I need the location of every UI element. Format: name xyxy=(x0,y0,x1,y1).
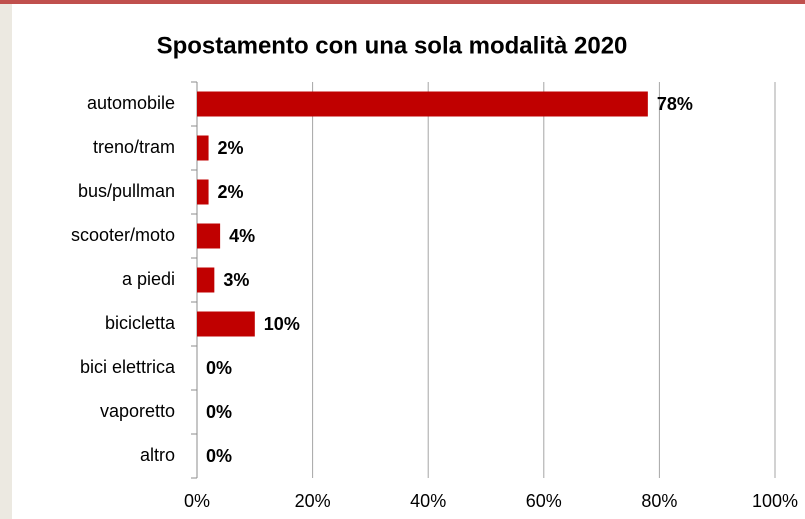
chart-background xyxy=(12,0,805,519)
x-tick-label: 0% xyxy=(184,491,210,511)
value-label: 10% xyxy=(264,314,300,334)
bar xyxy=(197,267,215,293)
value-label: 78% xyxy=(657,94,693,114)
y-tick-label: bus/pullman xyxy=(78,181,175,201)
chart-title: Spostamento con una sola modalità 2020 xyxy=(157,32,628,59)
bar xyxy=(197,179,209,205)
y-tick-label: altro xyxy=(140,445,175,465)
y-tick-label: bicicletta xyxy=(105,313,176,333)
value-label: 4% xyxy=(229,226,255,246)
y-tick-label: scooter/moto xyxy=(71,225,175,245)
x-tick-label: 100% xyxy=(752,491,798,511)
bar xyxy=(197,91,648,117)
x-tick-label: 80% xyxy=(641,491,677,511)
top-rule xyxy=(0,0,805,4)
value-label: 3% xyxy=(223,270,249,290)
value-label: 2% xyxy=(218,138,244,158)
y-tick-label: automobile xyxy=(87,93,175,113)
x-tick-label: 60% xyxy=(526,491,562,511)
value-label: 0% xyxy=(206,402,232,422)
bar xyxy=(197,135,209,161)
x-tick-label: 20% xyxy=(295,491,331,511)
value-label: 2% xyxy=(218,182,244,202)
y-tick-label: a piedi xyxy=(122,269,175,289)
bar xyxy=(197,223,221,249)
y-tick-label: treno/tram xyxy=(93,137,175,157)
x-tick-label: 40% xyxy=(410,491,446,511)
y-tick-label: vaporetto xyxy=(100,401,175,421)
value-label: 0% xyxy=(206,446,232,466)
bar xyxy=(197,311,255,337)
value-label: 0% xyxy=(206,358,232,378)
y-tick-label: bici elettrica xyxy=(80,357,176,377)
